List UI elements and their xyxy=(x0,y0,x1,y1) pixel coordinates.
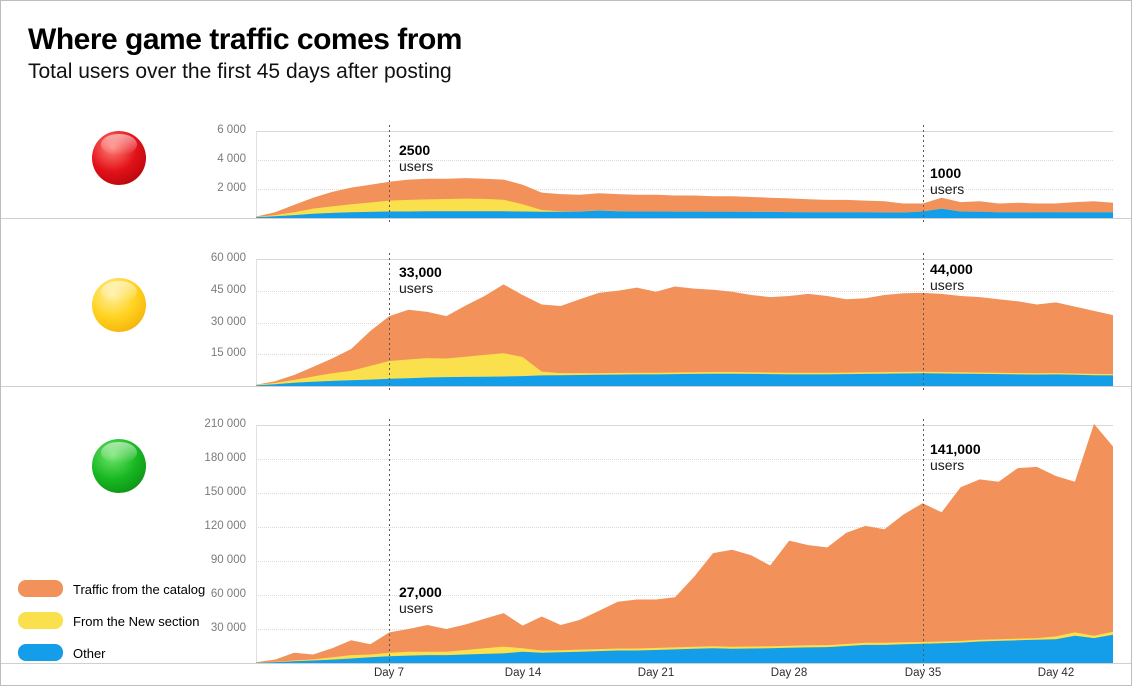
y-tick-label: 30 000 xyxy=(210,622,246,634)
page-subtitle: Total users over the first 45 days after… xyxy=(28,60,452,83)
annotation-unit: users xyxy=(930,277,965,293)
annotation-label: 33,000 users xyxy=(399,264,442,296)
annotation-line-day7 xyxy=(389,125,390,225)
annotation-line-day7 xyxy=(389,419,390,670)
annotation-label: 1000 users xyxy=(930,165,964,197)
gridline xyxy=(256,189,1113,190)
gridline xyxy=(256,459,1113,460)
annotation-unit: users xyxy=(399,600,434,616)
y-axis-line xyxy=(256,131,257,218)
gridline xyxy=(256,131,1113,132)
legend-label-catalog: Traffic from the catalog xyxy=(73,582,206,597)
annotation-value: 33,000 xyxy=(399,264,442,280)
x-axis-baseline xyxy=(1,386,1131,387)
annotation-unit: users xyxy=(399,280,434,296)
y-axis-line xyxy=(256,259,257,386)
red-ball-icon xyxy=(92,131,146,185)
y-tick-label: 2 000 xyxy=(217,182,246,194)
annotation-label: 2500 users xyxy=(399,142,433,174)
gridline xyxy=(256,561,1113,562)
gridline xyxy=(256,425,1113,426)
area-other xyxy=(256,634,1113,663)
y-tick-label: 6 000 xyxy=(217,124,246,136)
gridline xyxy=(256,527,1113,528)
annotation-label: 141,000 users xyxy=(930,441,981,473)
green-rated-game-stacked-area xyxy=(256,423,1113,663)
annotation-line-day35 xyxy=(923,253,924,393)
annotation-value: 1000 xyxy=(930,165,962,181)
legend-label-new-section: From the New section xyxy=(73,614,200,629)
annotation-value: 27,000 xyxy=(399,584,442,600)
area-other xyxy=(256,208,1113,218)
annotation-unit: users xyxy=(930,181,965,197)
y-tick-label: 120 000 xyxy=(204,520,246,532)
y-tick-label: 4 000 xyxy=(217,153,246,165)
x-axis-baseline xyxy=(1,218,1131,219)
catalog-color-swatch xyxy=(18,580,63,597)
new-section-color-swatch xyxy=(18,612,63,629)
annotation-line-day35 xyxy=(923,419,924,670)
annotation-value: 44,000 xyxy=(930,261,973,277)
y-tick-label: 45 000 xyxy=(210,283,246,296)
x-axis-label-day-14: Day 14 xyxy=(504,667,542,679)
area-catalog xyxy=(256,423,1113,663)
annotation-label: 27,000 users xyxy=(399,584,442,616)
annotation-value: 2500 xyxy=(399,142,431,158)
y-tick-label: 60 000 xyxy=(210,252,246,264)
annotation-line-day35 xyxy=(923,125,924,225)
x-axis-label-day-35: Day 35 xyxy=(904,667,942,679)
y-tick-label: 210 000 xyxy=(204,418,246,430)
y-axis-line xyxy=(256,425,257,663)
y-tick-label: 60 000 xyxy=(210,588,246,600)
green-ball-icon xyxy=(92,439,146,493)
gridline xyxy=(256,259,1113,260)
y-tick-label: 15 000 xyxy=(210,347,246,360)
y-tick-label: 30 000 xyxy=(210,315,246,328)
gridline xyxy=(256,493,1113,494)
page-title: Where game traffic comes from xyxy=(28,23,462,56)
annotation-unit: users xyxy=(930,457,965,473)
annotation-label: 44,000 users xyxy=(930,261,973,293)
yellow-rated-game-stacked-area xyxy=(256,284,1113,386)
x-axis-baseline xyxy=(1,663,1131,664)
legend-label-other: Other xyxy=(73,646,106,661)
x-axis-label-day-21: Day 21 xyxy=(637,667,675,679)
yellow-ball-icon xyxy=(92,278,146,332)
other-color-swatch xyxy=(18,644,63,661)
gridline xyxy=(256,160,1113,161)
annotation-value: 141,000 xyxy=(930,441,981,457)
x-axis-label-day-42: Day 42 xyxy=(1037,667,1075,679)
x-axis-label-day-7: Day 7 xyxy=(373,667,405,679)
x-axis-label-day-28: Day 28 xyxy=(770,667,808,679)
y-tick-label: 180 000 xyxy=(204,452,246,464)
y-tick-label: 150 000 xyxy=(204,486,246,498)
annotation-line-day7 xyxy=(389,253,390,393)
red-rated-game-stacked-area xyxy=(256,178,1113,218)
area-other xyxy=(256,373,1113,386)
y-tick-label: 90 000 xyxy=(210,554,246,566)
annotation-unit: users xyxy=(399,158,434,174)
